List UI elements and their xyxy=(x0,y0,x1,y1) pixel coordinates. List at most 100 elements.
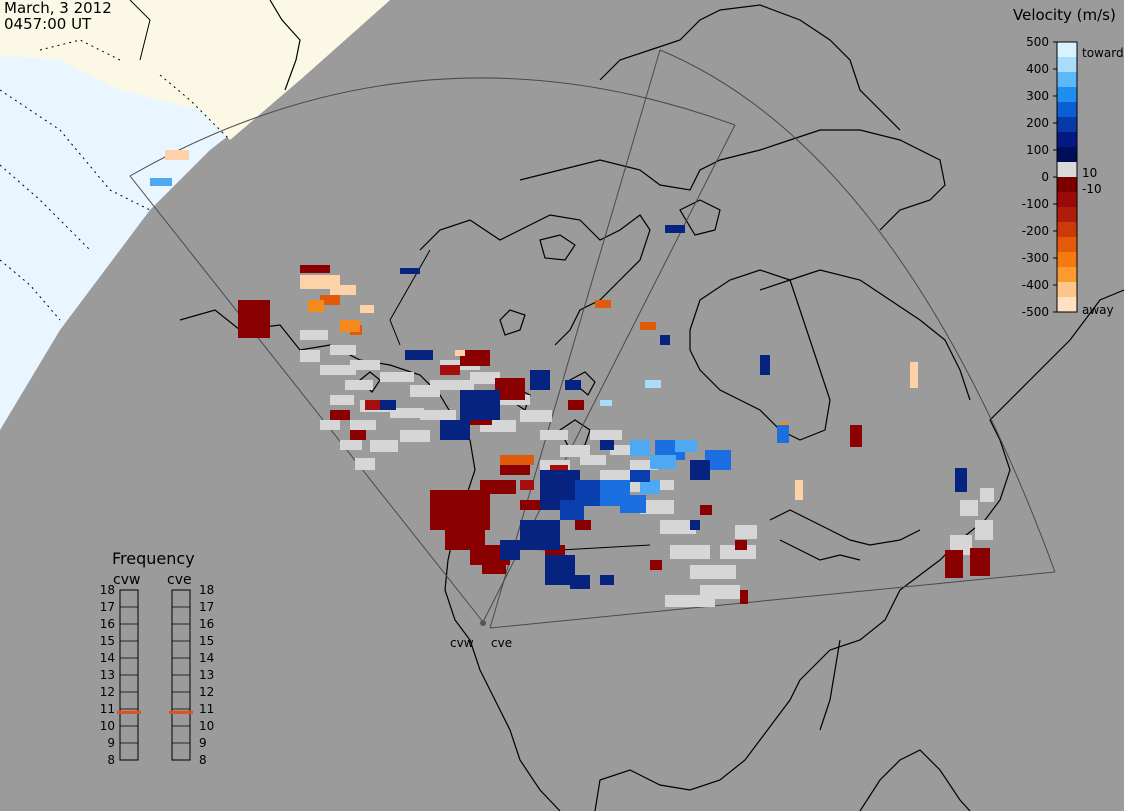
velocity-tick-label: -100 xyxy=(1022,197,1049,211)
frequency-tick-label: 13 xyxy=(199,668,214,682)
velocity-cell xyxy=(420,410,456,420)
velocity-cell xyxy=(690,520,700,530)
velocity-cell xyxy=(910,362,918,388)
velocity-cell xyxy=(405,350,433,360)
frequency-title: Frequency xyxy=(112,549,195,568)
velocity-cell xyxy=(520,480,534,490)
colorbar-segment xyxy=(1057,57,1077,73)
velocity-cell xyxy=(595,300,611,308)
velocity-cell xyxy=(380,372,414,382)
colorbar-segment xyxy=(1057,147,1077,163)
velocity-tick-label: 100 xyxy=(1026,143,1049,157)
velocity-cell xyxy=(238,300,270,338)
velocity-cell xyxy=(345,380,373,390)
velocity-cell xyxy=(430,380,474,390)
velocity-tick-label: -200 xyxy=(1022,224,1049,238)
velocity-cell xyxy=(500,465,530,475)
velocity-cell xyxy=(590,430,622,440)
velocity-tick-label: -300 xyxy=(1022,251,1049,265)
velocity-cell xyxy=(650,480,674,490)
velocity-cell xyxy=(610,445,640,455)
frequency-tick-label: 18 xyxy=(100,583,115,597)
timestamp-header: March, 3 2012 0457:00 UT xyxy=(4,0,112,32)
velocity-cell xyxy=(520,410,552,422)
velocity-cell xyxy=(470,372,500,384)
velocity-cell xyxy=(850,425,862,447)
frequency-tick-label: 15 xyxy=(100,634,115,648)
away-label: away xyxy=(1082,303,1114,317)
velocity-tick-label: -500 xyxy=(1022,305,1049,319)
velocity-cell xyxy=(777,425,789,443)
frequency-tick-label: 16 xyxy=(100,617,115,631)
velocity-cell xyxy=(455,350,465,356)
velocity-cells xyxy=(150,150,994,607)
frequency-tick-label: 10 xyxy=(199,719,214,733)
velocity-cell xyxy=(945,550,963,578)
velocity-cell xyxy=(520,500,544,510)
velocity-cell xyxy=(340,320,360,332)
velocity-cell xyxy=(705,450,731,470)
velocity-cell xyxy=(350,360,380,370)
frequency-tick-label: 15 xyxy=(199,634,214,648)
velocity-cell xyxy=(645,380,661,388)
velocity-cell xyxy=(540,430,568,440)
velocity-cell xyxy=(560,445,590,457)
velocity-cell xyxy=(640,500,674,514)
time-label: 0457:00 UT xyxy=(4,15,92,33)
radar-field-of-view xyxy=(129,49,1056,629)
velocity-tick-label: 200 xyxy=(1026,116,1049,130)
velocity-tick-label: 500 xyxy=(1026,35,1049,49)
velocity-tick-labels: 500 400 300 200 100 0 -100 -200 -300 -400 -500 xyxy=(1022,35,1057,319)
velocity-cell xyxy=(955,468,967,492)
velocity-cell xyxy=(500,455,534,465)
velocity-cell xyxy=(330,395,354,405)
velocity-cell xyxy=(630,470,650,482)
velocity-cell xyxy=(330,410,350,420)
velocity-cell xyxy=(480,480,516,494)
velocity-cell xyxy=(320,295,340,305)
velocity-cell xyxy=(150,178,172,186)
frequency-tick-label: 16 xyxy=(199,617,214,631)
velocity-cell xyxy=(735,525,757,539)
velocity-cell xyxy=(650,560,662,570)
frequency-tick-label: 13 xyxy=(100,668,115,682)
velocity-cell xyxy=(355,458,375,470)
velocity-legend-title: Velocity (m/s) xyxy=(1013,6,1116,24)
velocity-cell xyxy=(495,378,525,400)
colorbar-segment xyxy=(1057,42,1077,58)
colorbar-segment xyxy=(1057,72,1077,88)
colorbar-segment xyxy=(1057,192,1077,208)
velocity-cell xyxy=(660,335,670,345)
frequency-tick-label: 8 xyxy=(199,753,207,767)
velocity-cell xyxy=(330,345,356,355)
velocity-cell xyxy=(975,520,993,540)
velocity-cell xyxy=(640,480,660,494)
velocity-cell xyxy=(520,520,560,550)
velocity-cell xyxy=(570,575,590,589)
velocity-cell xyxy=(660,520,696,534)
velocity-cell xyxy=(350,430,366,440)
velocity-cell xyxy=(550,465,568,473)
radar-label-cvw: cvw xyxy=(450,636,474,650)
velocity-cell xyxy=(365,400,385,410)
velocity-tick-label: -400 xyxy=(1022,278,1049,292)
plus-ten-label: 10 xyxy=(1082,166,1097,180)
colorbar-segment xyxy=(1057,282,1077,298)
velocity-cell xyxy=(675,440,697,452)
colorbar-segment xyxy=(1057,162,1077,178)
velocity-cell xyxy=(960,500,978,516)
frequency-tick-label: 9 xyxy=(199,736,207,750)
velocity-cell xyxy=(690,460,710,480)
frequency-tick-label: 9 xyxy=(107,736,115,750)
velocity-cell xyxy=(460,350,490,366)
frequency-tick-label: 11 xyxy=(199,702,214,716)
velocity-cell xyxy=(575,520,591,530)
velocity-cell xyxy=(300,330,328,340)
frequency-panel: 18 17 16 15 14 13 12 11 10 9 8 18 17 16 15 14 13 12 11 10 9 8 xyxy=(100,583,215,767)
freq-radar-label-cvw: cvw xyxy=(113,572,140,588)
velocity-cell xyxy=(980,488,994,502)
frequency-tick-label: 17 xyxy=(100,600,115,614)
velocity-cell xyxy=(360,305,374,313)
